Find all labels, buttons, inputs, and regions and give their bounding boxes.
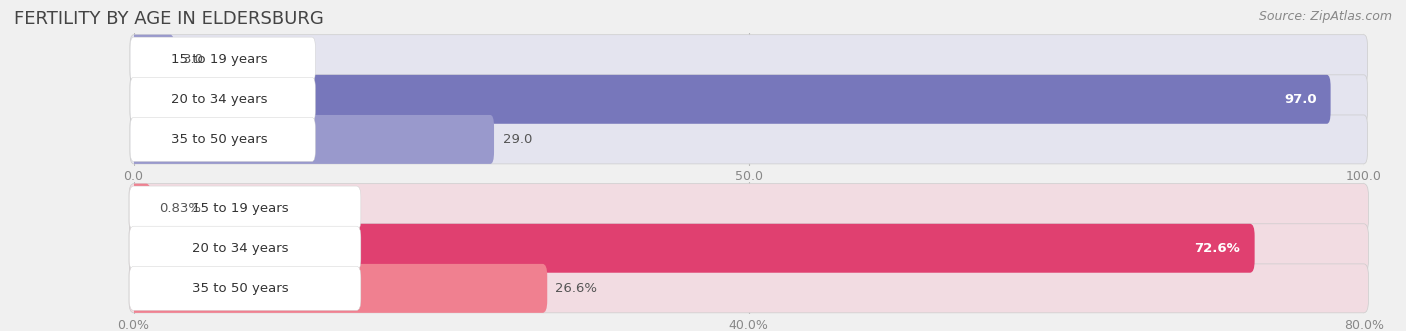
Text: FERTILITY BY AGE IN ELDERSBURG: FERTILITY BY AGE IN ELDERSBURG bbox=[14, 10, 323, 28]
Text: 29.0: 29.0 bbox=[503, 133, 531, 146]
Text: 0.83%: 0.83% bbox=[159, 202, 201, 214]
FancyBboxPatch shape bbox=[129, 184, 150, 233]
FancyBboxPatch shape bbox=[129, 35, 1368, 84]
Text: 35 to 50 years: 35 to 50 years bbox=[172, 133, 267, 146]
Text: 20 to 34 years: 20 to 34 years bbox=[193, 242, 288, 255]
FancyBboxPatch shape bbox=[129, 75, 1330, 124]
FancyBboxPatch shape bbox=[131, 118, 315, 162]
Text: 97.0: 97.0 bbox=[1285, 93, 1317, 106]
FancyBboxPatch shape bbox=[129, 224, 1254, 273]
FancyBboxPatch shape bbox=[129, 264, 1368, 313]
FancyBboxPatch shape bbox=[129, 184, 1368, 233]
FancyBboxPatch shape bbox=[129, 186, 361, 230]
FancyBboxPatch shape bbox=[129, 115, 1368, 164]
Text: 20 to 34 years: 20 to 34 years bbox=[172, 93, 267, 106]
Text: 35 to 50 years: 35 to 50 years bbox=[193, 282, 288, 295]
FancyBboxPatch shape bbox=[129, 115, 494, 164]
Text: 3.0: 3.0 bbox=[183, 53, 204, 66]
FancyBboxPatch shape bbox=[131, 77, 315, 121]
Text: Source: ZipAtlas.com: Source: ZipAtlas.com bbox=[1258, 10, 1392, 23]
Text: 72.6%: 72.6% bbox=[1195, 242, 1240, 255]
FancyBboxPatch shape bbox=[129, 264, 547, 313]
Text: 26.6%: 26.6% bbox=[555, 282, 598, 295]
FancyBboxPatch shape bbox=[129, 226, 361, 270]
FancyBboxPatch shape bbox=[131, 37, 315, 81]
Text: 15 to 19 years: 15 to 19 years bbox=[193, 202, 288, 214]
FancyBboxPatch shape bbox=[129, 35, 174, 84]
FancyBboxPatch shape bbox=[129, 75, 1368, 124]
FancyBboxPatch shape bbox=[129, 224, 1368, 273]
FancyBboxPatch shape bbox=[129, 266, 361, 310]
Text: 15 to 19 years: 15 to 19 years bbox=[172, 53, 267, 66]
